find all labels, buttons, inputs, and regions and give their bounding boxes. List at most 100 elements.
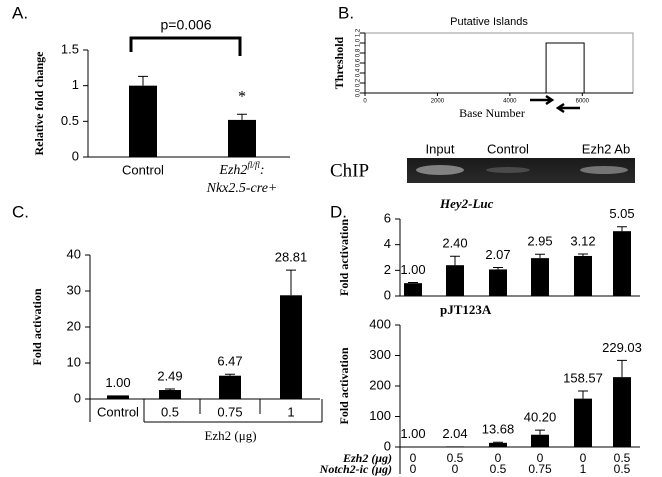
panel-label: C. (12, 202, 29, 221)
annotation: * (238, 89, 246, 106)
y-tick-label: 1.2 (356, 28, 362, 37)
value-label: 1.00 (400, 262, 425, 277)
bar (574, 255, 592, 296)
value-label: 3.12 (570, 233, 595, 248)
condition-value: 0.5 (490, 462, 507, 476)
y-tick-label: 20 (67, 318, 81, 333)
primer-arrow (530, 94, 555, 106)
x-tick-label: Ezh2fl/fl: (218, 160, 264, 178)
lane-label: Ezh2 Ab (582, 141, 630, 156)
x-tick-label: Nkx2.5-cre+ (206, 181, 278, 196)
value-label: 28.81 (275, 250, 308, 265)
bar (219, 375, 241, 399)
condition-label: Notch2-ic (μg) (319, 462, 392, 476)
value-label: 1.00 (105, 375, 130, 390)
bar (446, 446, 464, 447)
y-tick-label: 1.0 (356, 38, 362, 47)
value-label: 2.95 (527, 234, 552, 249)
primer-arrow (555, 102, 580, 114)
x-tick-label: Control (97, 404, 139, 419)
y-tick-label: 40 (67, 246, 81, 261)
condition-value: 0 (452, 462, 459, 476)
error-bar (578, 390, 588, 399)
x-tick-label: 2000 (431, 99, 445, 105)
condition-value: 0 (537, 451, 544, 465)
value-label: 2.07 (485, 247, 510, 262)
error-bar (165, 388, 175, 391)
x-tick-label: Control (122, 162, 164, 177)
bar (489, 269, 507, 296)
x-tick-label: 1 (287, 404, 294, 419)
error-bar (408, 282, 418, 284)
error-bar (535, 429, 545, 435)
condition-value: 0 (495, 451, 502, 465)
bar (574, 398, 592, 447)
error-bar (578, 253, 588, 256)
y-axis-label: Threshold (332, 36, 346, 89)
bar (129, 85, 157, 157)
bar (404, 283, 422, 296)
significance-bracket (129, 36, 242, 56)
y-tick-label: 1 (72, 77, 79, 92)
error-bar (617, 226, 627, 232)
plot-frame (364, 32, 634, 94)
y-tick-label: 10 (67, 354, 81, 369)
value-label: 158.57 (563, 370, 603, 385)
value-label: 1.00 (400, 426, 425, 441)
condition-value: 0.5 (614, 451, 631, 465)
y-tick-label: 0 (74, 390, 81, 405)
y-tick-label: 400 (369, 316, 391, 331)
data-line (365, 42, 633, 94)
value-label: 13.68 (482, 422, 515, 437)
category-separator (89, 399, 323, 423)
y-tick-label: 0.6 (356, 58, 362, 67)
value-label: 2.04 (442, 426, 467, 441)
lane-label: Control (487, 141, 529, 156)
y-tick-label: 2 (384, 262, 391, 277)
value-label: 229.03 (602, 340, 642, 355)
error-bar (225, 373, 235, 376)
y-tick-label: 0.0 (356, 88, 362, 97)
condition-value: 0.5 (447, 451, 464, 465)
y-tick-label: 30 (67, 282, 81, 297)
y-tick-label: 0.8 (356, 48, 362, 57)
panel-label: A. (12, 3, 28, 22)
y-tick-label: 1.5 (61, 41, 79, 56)
panel-label: B. (338, 3, 354, 22)
value-label: 2.40 (442, 236, 467, 251)
y-tick-label: 0.4 (356, 68, 362, 77)
bar (446, 265, 464, 296)
y-tick-label: 6 (384, 210, 391, 225)
bar (531, 434, 549, 447)
condition-value: 0.5 (614, 462, 631, 476)
condition-value: 0 (410, 451, 417, 465)
bar (613, 231, 631, 296)
lane-label: Input (426, 141, 455, 156)
x-axis-label: Base Number (459, 106, 525, 120)
gel-band (486, 167, 530, 173)
chart-title: Putative Islands (450, 16, 528, 28)
y-axis-label: Relative fold change (32, 51, 46, 156)
bar (107, 395, 129, 399)
category-part: Ezh2 (218, 163, 247, 178)
y-tick-label: 0.2 (356, 78, 362, 87)
bar (228, 119, 256, 157)
category-part: fl/fl (247, 160, 260, 170)
y-tick-label: 0 (384, 287, 391, 302)
error-bar (286, 269, 296, 296)
value-label: 2.49 (157, 368, 182, 383)
bar (280, 295, 302, 399)
condition-value: 0.75 (528, 462, 552, 476)
error-bar (237, 113, 247, 120)
x-tick-label: 0.75 (217, 404, 242, 419)
bar (613, 377, 631, 447)
x-tick-label: 4000 (503, 99, 517, 105)
panel-label: D. (330, 202, 347, 221)
x-axis-label: Ezh2 (μg) (204, 428, 256, 443)
y-tick-label: 100 (369, 408, 391, 423)
y-axis-label: Fold activation (337, 347, 351, 424)
value-label: 5.05 (609, 206, 634, 221)
y-tick-label: 200 (369, 377, 391, 392)
error-bar (493, 441, 503, 443)
